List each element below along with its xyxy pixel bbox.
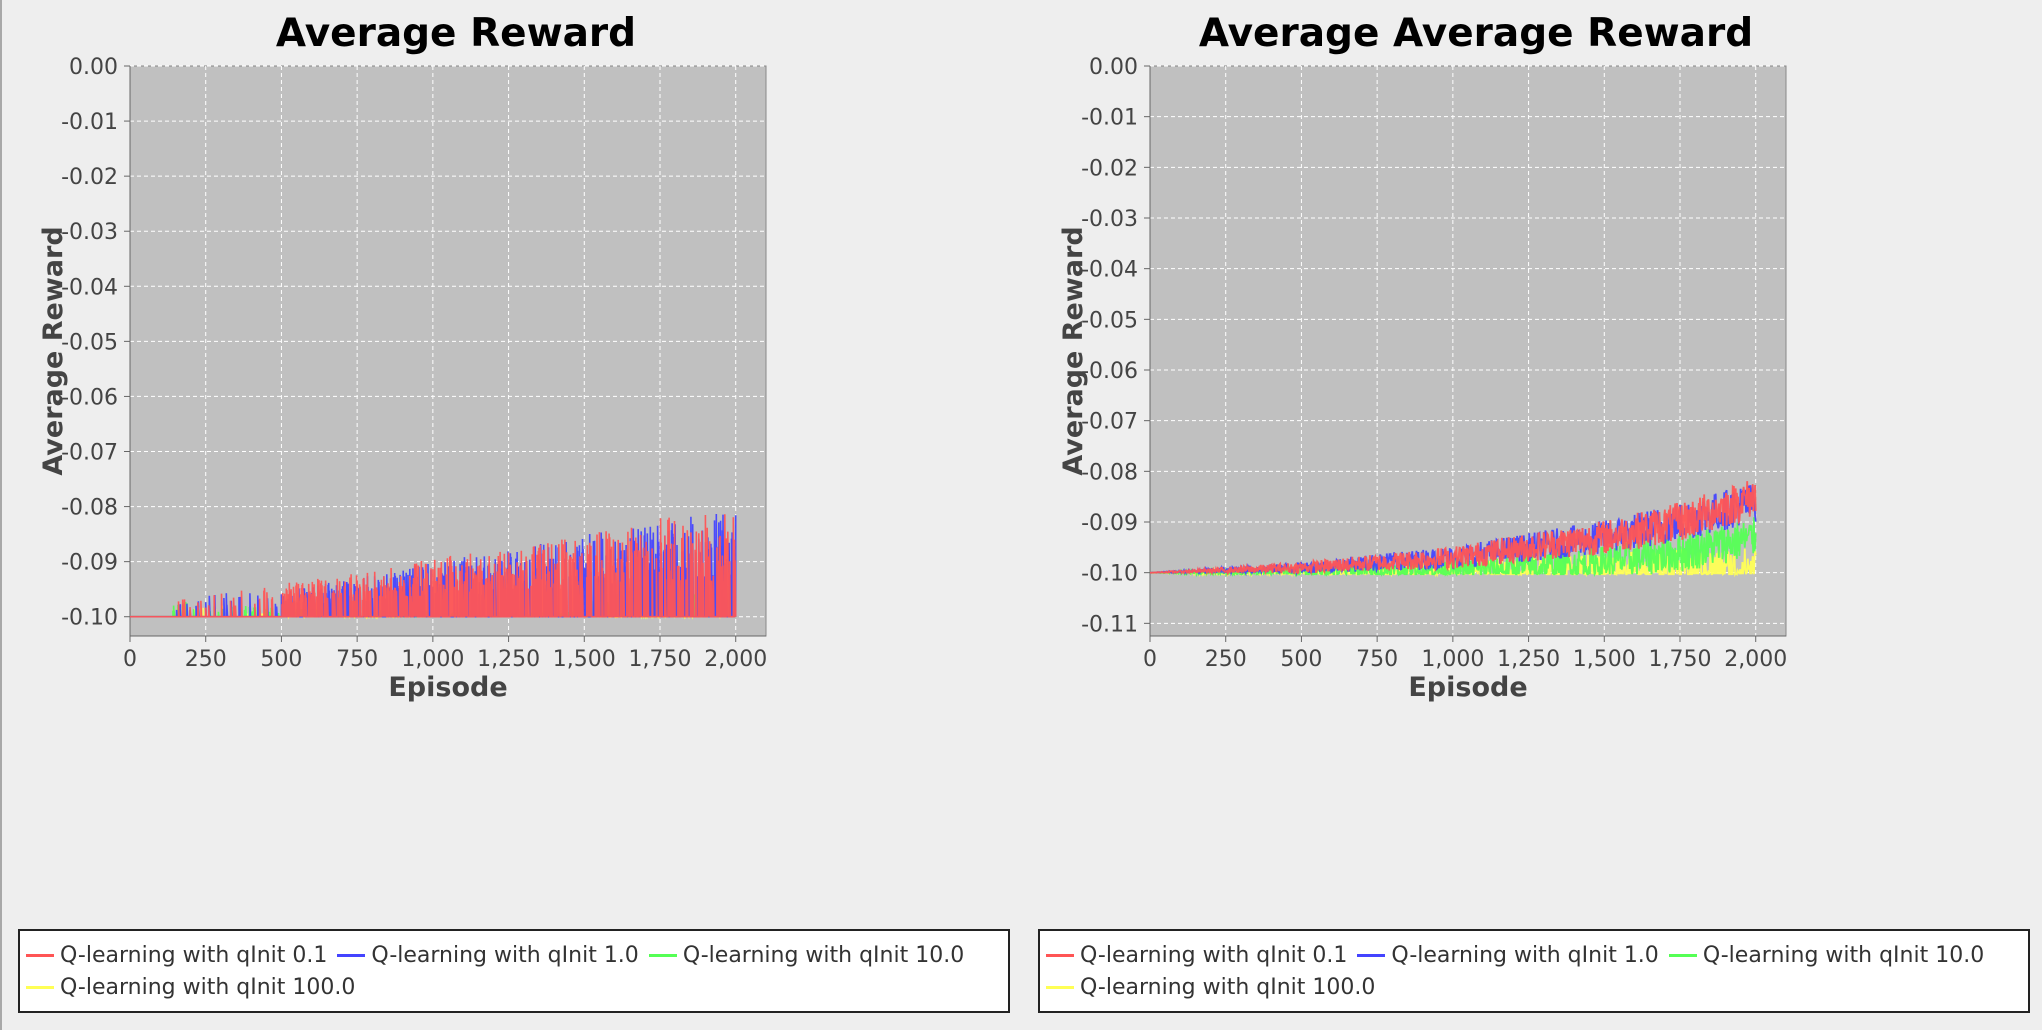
legend-swatch	[1357, 953, 1386, 957]
x-tick-label: 0	[1143, 647, 1157, 672]
chart-title: Average Reward	[276, 11, 636, 56]
y-tick-label: -0.02	[61, 165, 118, 190]
chart-title: Average Average Reward	[1199, 11, 1753, 56]
y-tick-label: 0.00	[69, 55, 118, 80]
x-tick-label: 750	[336, 647, 378, 672]
legend-item: Q-learning with qInit 100.0	[1046, 971, 1375, 1003]
y-tick-label: -0.04	[61, 275, 118, 300]
chart-panel-average-reward: Average Reward 0 250 500 750 1,000 1,250 1,500 1…	[4, 0, 1020, 1030]
series-line	[130, 514, 737, 618]
x-tick-label: 2,000	[704, 647, 767, 672]
series-1	[1150, 481, 1757, 576]
x-tick-label: 1,250	[1497, 647, 1560, 672]
x-tick-label: 1,000	[401, 647, 464, 672]
y-tick-label: -0.06	[1081, 359, 1138, 384]
x-tick-label: 1,500	[1573, 647, 1636, 672]
y-tick-label: -0.06	[61, 385, 118, 410]
y-tick-label: -0.03	[1081, 207, 1138, 232]
x-tick-label: 0	[123, 647, 137, 672]
legend-item: Q-learning with qInit 10.0	[1668, 939, 1985, 971]
y-tick-label: -0.08	[61, 496, 118, 521]
series-1	[130, 514, 737, 618]
legend-swatch	[1668, 953, 1697, 957]
y-tick-label: -0.05	[1081, 308, 1138, 333]
legend-label: Q-learning with qInit 1.0	[1391, 942, 1659, 968]
x-axis-label: Episode	[1408, 672, 1527, 703]
y-tick-label: 0.00	[1089, 55, 1138, 80]
legend-swatch	[1046, 985, 1074, 989]
y-tick-label: -0.02	[1081, 156, 1138, 181]
y-axis-label: Average Reward	[38, 226, 69, 475]
chart-average-reward: Average Reward 0 250 500 750 1,000 1,250 1,500 1…	[38, 11, 767, 703]
legend-label: Q-learning with qInit 10.0	[1702, 942, 1985, 968]
legend-item: Q-learning with qInit 1.0	[337, 939, 639, 971]
x-tick-label: 2,000	[1724, 647, 1787, 672]
x-tick-label: 1,750	[1649, 647, 1712, 672]
legend-item: Q-learning with qInit 10.0	[648, 939, 965, 971]
window-left-border	[0, 0, 2, 1030]
legend-swatch	[1046, 953, 1074, 957]
x-tick-label: 1,750	[629, 647, 692, 672]
y-tick-label: -0.08	[1081, 460, 1138, 485]
legend-item: Q-learning with qInit 0.1	[26, 939, 327, 971]
y-tick-label: -0.09	[61, 551, 118, 576]
x-tick-label: 250	[185, 647, 227, 672]
legend-item: Q-learning with qInit 0.1	[1046, 939, 1347, 971]
legend-label: Q-learning with qInit 100.0	[1080, 974, 1376, 1000]
y-tick-label: -0.10	[61, 606, 118, 631]
y-tick-label: -0.01	[61, 110, 118, 135]
legend: Q-learning with qInit 0.1 Q-learning with…	[1038, 929, 2030, 1013]
legend-swatch	[26, 953, 54, 957]
x-tick-label: 1,250	[477, 647, 540, 672]
legend-item: Q-learning with qInit 100.0	[26, 971, 355, 1003]
x-tick-label: 500	[1280, 647, 1322, 672]
x-tick-label: 1,500	[553, 647, 616, 672]
chart-panel-average-average-reward: Average Average Reward 0 250 500 750 1,000 1,2…	[1024, 0, 2040, 1030]
legend-swatch	[648, 953, 677, 957]
y-tick-label: -0.05	[61, 330, 118, 355]
legend-label: Q-learning with qInit 1.0	[371, 942, 639, 968]
y-tick-label: -0.07	[61, 441, 118, 466]
x-tick-label: 1,000	[1421, 647, 1484, 672]
x-axis-label: Episode	[388, 672, 507, 703]
x-tick-label: 500	[260, 647, 302, 672]
y-tick-label: -0.07	[1081, 410, 1138, 435]
y-axis-label: Average Reward	[1058, 226, 1089, 475]
series-line	[1149, 517, 1757, 578]
y-tick-label: -0.09	[1081, 511, 1138, 536]
y-tick-label: -0.11	[1081, 612, 1138, 637]
legend-label: Q-learning with qInit 100.0	[60, 974, 356, 1000]
series-line	[1150, 481, 1757, 576]
x-tick-label: 250	[1205, 647, 1247, 672]
y-tick-label: -0.04	[1081, 258, 1138, 283]
series-3	[1149, 517, 1757, 578]
legend-label: Q-learning with qInit 10.0	[682, 942, 965, 968]
y-tick-label: -0.01	[1081, 106, 1138, 131]
legend: Q-learning with qInit 0.1 Q-learning with…	[18, 929, 1010, 1013]
y-tick-label: -0.10	[1081, 562, 1138, 587]
y-tick-label: -0.03	[61, 220, 118, 245]
legend-swatch	[337, 953, 366, 957]
legend-item: Q-learning with qInit 1.0	[1357, 939, 1659, 971]
x-tick-label: 750	[1356, 647, 1398, 672]
legend-label: Q-learning with qInit 0.1	[1080, 942, 1348, 968]
legend-swatch	[26, 985, 54, 989]
legend-label: Q-learning with qInit 0.1	[60, 942, 328, 968]
chart-average-average-reward: Average Average Reward 0 250 500 750 1,000 1,2…	[1058, 11, 1787, 703]
